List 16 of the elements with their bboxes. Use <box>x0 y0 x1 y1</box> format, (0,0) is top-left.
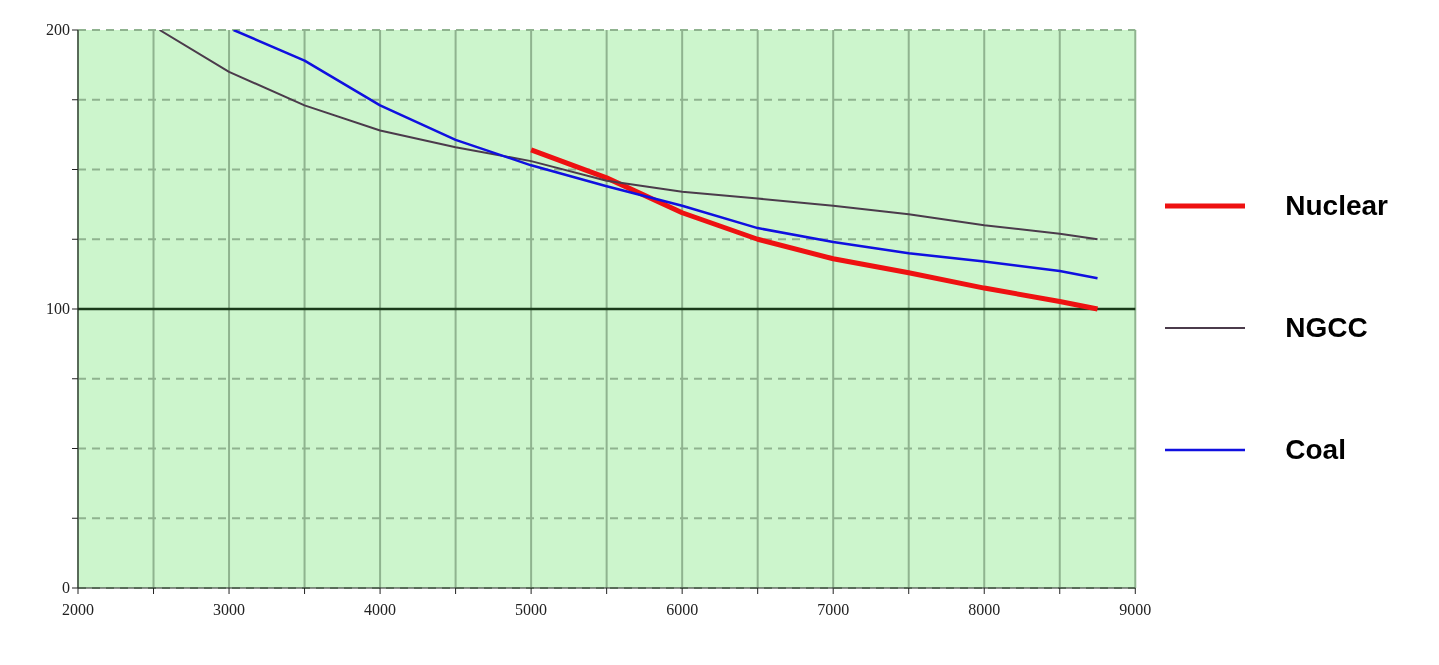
x-tick-label: 5000 <box>515 601 548 619</box>
legend-label: Nuclear <box>1285 190 1388 222</box>
line-series <box>158 30 1099 241</box>
x-tick-label: 3000 <box>213 601 246 619</box>
x-tick-label: 2000 <box>62 601 94 619</box>
legend-label: Coal <box>1285 434 1346 466</box>
legend-label: NGCC <box>1285 312 1368 344</box>
x-tick-label: 8000 <box>968 601 1001 619</box>
x-tick-label: 6000 <box>666 601 699 619</box>
y-tick-label: 100 <box>46 300 70 317</box>
y-tick-label: 200 <box>46 21 70 38</box>
x-tick-label: 7000 <box>817 601 850 619</box>
y-tick-label: 0 <box>62 579 70 596</box>
x-tick-label: 4000 <box>364 601 397 619</box>
x-tick-label: 9000 <box>1119 601 1152 619</box>
line-series <box>232 30 1099 280</box>
